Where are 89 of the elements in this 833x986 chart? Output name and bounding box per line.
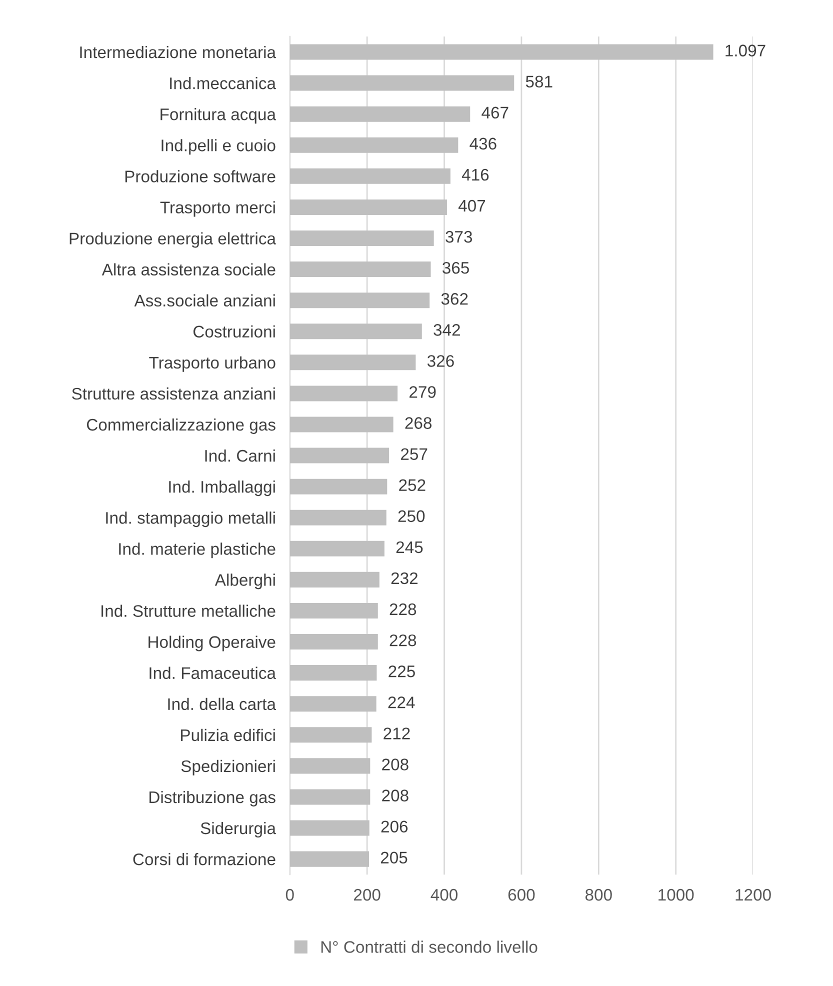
y-tick-label: Ind. materie plastiche <box>119 542 276 558</box>
x-tick-label: 600 <box>508 888 535 901</box>
data-label: 205 <box>380 852 408 864</box>
data-label: 228 <box>390 603 416 616</box>
data-label: 250 <box>398 510 425 522</box>
bar <box>290 602 378 618</box>
data-label: 373 <box>446 230 472 243</box>
y-tick-label: Ind.pelli e cuoio <box>162 139 276 155</box>
bar <box>290 262 431 278</box>
x-tick-label: 0 <box>286 888 294 901</box>
legend-label: N° Contratti di secondo livello <box>321 940 538 953</box>
data-label: 225 <box>388 665 415 678</box>
y-tick-label: Siderurgia <box>200 822 276 838</box>
bar <box>290 665 377 681</box>
y-tick-label: Pulizia edifici <box>181 728 275 742</box>
y-tick-label: Alberghi <box>214 574 275 590</box>
x-tick-label: 200 <box>354 888 380 901</box>
y-tick-label: Spedizionieri <box>181 760 275 776</box>
data-label: 416 <box>462 168 489 181</box>
data-label: 224 <box>388 696 415 708</box>
y-tick-label: Ass.sociale anziani <box>134 294 275 307</box>
bar <box>290 696 376 712</box>
data-label: 257 <box>401 448 428 460</box>
bar <box>290 727 372 743</box>
bar <box>290 75 514 91</box>
y-tick-label: Intermediazione monetaria <box>80 46 276 58</box>
data-label: 365 <box>442 262 469 274</box>
y-tick-label: Ind. Strutture metalliche <box>102 604 276 617</box>
y-tick-label: Costruzioni <box>193 325 275 338</box>
data-label: 208 <box>382 790 408 802</box>
bar <box>290 292 430 308</box>
data-label: 581 <box>526 76 552 88</box>
y-tick-label: Distribuzione gas <box>150 790 276 806</box>
y-tick-label: Ind. della carta <box>168 698 276 710</box>
bar <box>290 168 450 184</box>
data-label: 208 <box>382 758 408 770</box>
y-tick-label: Produzione software <box>125 170 276 182</box>
y-tick-label: Ind. Famaceutica <box>150 666 276 680</box>
x-tick-label: 400 <box>430 888 458 901</box>
bar <box>290 324 422 340</box>
bar <box>290 106 470 122</box>
data-label: 228 <box>390 634 416 646</box>
y-tick-label: Ind. stampaggio metalli <box>106 512 275 528</box>
bar <box>290 540 384 556</box>
data-label: 326 <box>427 355 454 367</box>
data-label: 362 <box>441 293 468 305</box>
data-label: 245 <box>396 541 423 554</box>
y-tick-label: Holding Operaive <box>148 636 276 652</box>
bar <box>290 386 398 402</box>
bar <box>290 478 388 494</box>
data-label: 232 <box>391 572 418 584</box>
bar <box>290 44 714 60</box>
y-tick-label: Trasporto merci <box>160 201 275 217</box>
y-tick-label: Strutture assistenza anziani <box>72 387 275 400</box>
data-label: 252 <box>399 479 426 492</box>
y-tick-label: Commercializzazione gas <box>86 418 276 434</box>
bar <box>290 851 370 867</box>
bar <box>290 448 390 464</box>
y-tick-label: Ind. Imballaggi <box>169 480 275 496</box>
data-label: 342 <box>434 324 460 336</box>
x-tick-label: 800 <box>585 888 612 901</box>
bar <box>290 789 370 805</box>
y-tick-label: Altra assistenza sociale <box>102 263 276 276</box>
bar <box>290 137 458 153</box>
y-tick-label: Trasporto urbano <box>149 356 276 372</box>
bar <box>290 572 380 588</box>
data-label: 467 <box>482 106 508 119</box>
bar <box>290 199 447 215</box>
data-label: 206 <box>381 820 408 832</box>
data-label: 212 <box>384 728 410 740</box>
y-tick-label: Produzione energia elettrica <box>70 232 276 248</box>
y-tick-label: Ind. Carni <box>205 449 275 462</box>
y-tick-label: Fornitura acqua <box>160 108 276 124</box>
y-tick-label: Corsi di formazione <box>133 853 276 866</box>
data-label: 407 <box>458 200 486 212</box>
bar <box>290 820 370 836</box>
data-label: 436 <box>470 138 496 150</box>
data-label: 279 <box>410 386 436 398</box>
bar <box>290 230 434 246</box>
bar <box>290 758 370 774</box>
x-tick-label: 1200 <box>736 888 771 901</box>
bar <box>290 416 394 432</box>
bar <box>290 354 416 370</box>
bar <box>290 510 386 526</box>
bar <box>290 634 378 650</box>
data-label: 1.097 <box>726 44 766 56</box>
y-tick-label: Ind.meccanica <box>170 77 276 90</box>
x-tick-label: 1000 <box>658 888 694 901</box>
data-label: 268 <box>405 417 432 429</box>
